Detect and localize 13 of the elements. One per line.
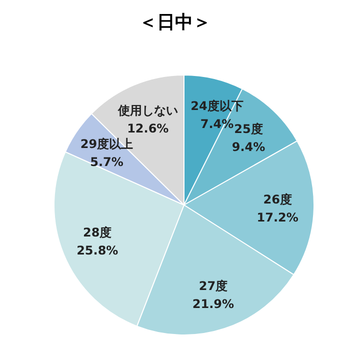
data-label: 25.8%: [76, 244, 118, 258]
slice-label: 28度: [83, 226, 112, 240]
slice-label: 29度以上: [80, 137, 134, 152]
slice-label: 25度: [234, 122, 263, 136]
chart-title: ＜日中＞: [138, 11, 212, 35]
slice-label: 27度: [198, 278, 228, 293]
data-label: 21.9%: [192, 296, 234, 311]
data-label: 9.4%: [232, 140, 266, 154]
data-label: 5.7%: [90, 155, 124, 170]
slice-label: 使用しない: [116, 104, 178, 118]
data-label: 12.6%: [127, 122, 169, 136]
slice-label: 26度: [263, 192, 292, 206]
data-label: 17.2%: [256, 210, 298, 224]
